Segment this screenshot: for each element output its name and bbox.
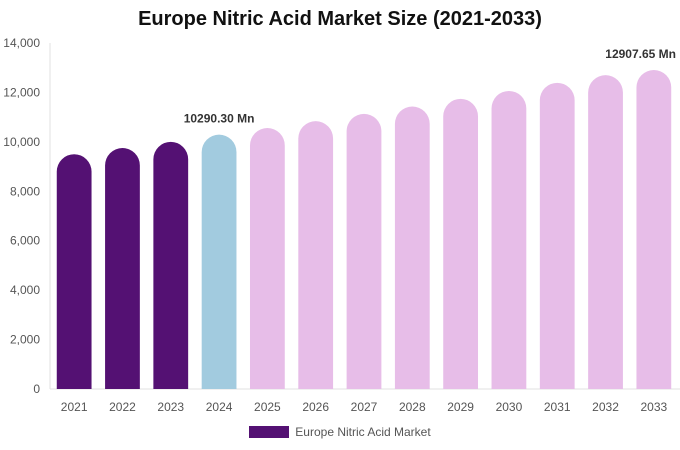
x-tick-label: 2023 — [157, 400, 184, 414]
y-tick-label: 2,000 — [10, 333, 40, 347]
x-tick-label: 2030 — [496, 400, 523, 414]
bar-2033 — [636, 69, 672, 389]
y-tick-label: 4,000 — [10, 283, 40, 297]
bar-2024 — [201, 134, 237, 389]
x-tick-label: 2027 — [351, 400, 378, 414]
bar-2023 — [153, 141, 189, 389]
bar-2026 — [298, 121, 334, 390]
y-tick-label: 10,000 — [3, 135, 40, 149]
y-tick-label: 6,000 — [10, 234, 40, 248]
bar-2021 — [56, 154, 92, 389]
data-labels: 10290.30 Mn 12907.65 Mn — [184, 47, 676, 126]
bar-2025 — [249, 128, 285, 389]
data-label-2033: 12907.65 Mn — [605, 47, 676, 61]
legend-swatch — [249, 426, 290, 438]
bar-2027 — [346, 113, 382, 389]
data-label-2024: 10290.30 Mn — [184, 112, 255, 126]
x-tick-label: 2021 — [61, 400, 88, 414]
x-tick-label: 2024 — [206, 400, 233, 414]
bar-2022 — [105, 148, 140, 389]
x-tick-label: 2032 — [592, 400, 619, 414]
legend: Europe Nitric Acid Market — [0, 425, 680, 439]
x-tick-label: 2025 — [254, 400, 281, 414]
bar-2028 — [394, 106, 430, 389]
y-tick-label: 0 — [33, 382, 40, 396]
y-tick-label: 12,000 — [3, 85, 40, 99]
bar-2032 — [588, 75, 623, 389]
bar-2031 — [539, 82, 575, 389]
y-tick-label: 8,000 — [10, 184, 40, 198]
bars — [56, 69, 672, 390]
y-axis: 0 2,000 4,000 6,000 8,000 10,000 12,000 14,000 — [3, 36, 51, 396]
y-tick-label: 14,000 — [3, 36, 40, 50]
x-axis: 2021 2022 2023 2024 2025 2026 2027 2028 2029 2030… — [50, 388, 680, 414]
bar-2030 — [491, 90, 527, 390]
legend-label: Europe Nitric Acid Market — [295, 425, 431, 439]
x-tick-label: 2031 — [544, 400, 571, 414]
x-tick-label: 2022 — [109, 400, 136, 414]
x-tick-label: 2026 — [302, 400, 329, 414]
x-tick-label: 2028 — [399, 400, 426, 414]
chart-title: Europe Nitric Acid Market Size (2021-203… — [138, 8, 542, 30]
bar-2029 — [443, 98, 479, 389]
x-tick-label: 2029 — [447, 400, 474, 414]
x-tick-label: 2033 — [640, 400, 667, 414]
